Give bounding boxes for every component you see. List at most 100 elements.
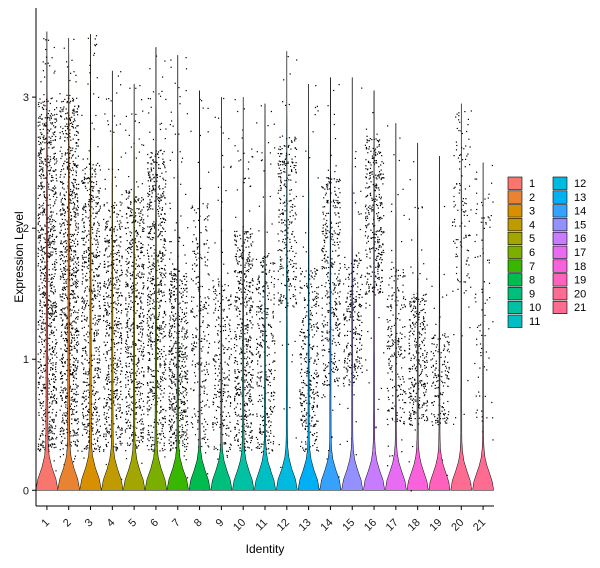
- point: [185, 411, 187, 413]
- point: [125, 450, 127, 452]
- point: [71, 423, 73, 425]
- point: [113, 259, 115, 261]
- point: [127, 356, 130, 358]
- point: [116, 239, 118, 241]
- point: [55, 193, 57, 195]
- point: [141, 325, 143, 328]
- point: [37, 265, 39, 267]
- point: [158, 329, 160, 331]
- point: [75, 222, 77, 224]
- point: [95, 183, 98, 185]
- point: [159, 207, 161, 209]
- point: [86, 251, 88, 253]
- point: [84, 426, 86, 428]
- point: [84, 185, 86, 187]
- point: [149, 238, 151, 240]
- point: [73, 38, 75, 40]
- point: [131, 222, 133, 224]
- point: [179, 302, 181, 304]
- point: [63, 47, 65, 49]
- point: [109, 210, 111, 212]
- point: [99, 359, 101, 361]
- point: [55, 169, 57, 171]
- point: [181, 429, 183, 431]
- point: [86, 286, 88, 288]
- point: [50, 287, 52, 290]
- point: [107, 265, 109, 267]
- point: [62, 100, 64, 102]
- point: [137, 255, 139, 258]
- point: [98, 265, 100, 267]
- point: [93, 382, 95, 384]
- point: [157, 348, 159, 350]
- point: [178, 431, 181, 433]
- point: [184, 446, 186, 448]
- point: [153, 244, 155, 247]
- point: [112, 249, 114, 251]
- point: [153, 288, 155, 290]
- point: [171, 306, 173, 308]
- point: [38, 438, 41, 440]
- point: [88, 150, 90, 152]
- point: [72, 380, 75, 382]
- point: [83, 256, 85, 258]
- point: [55, 199, 57, 201]
- point: [148, 405, 150, 407]
- point: [182, 434, 184, 436]
- point: [129, 437, 131, 439]
- point: [76, 327, 78, 329]
- point: [147, 215, 149, 217]
- point: [96, 411, 98, 413]
- point: [37, 218, 40, 220]
- point: [186, 429, 188, 431]
- point: [81, 180, 83, 182]
- point: [114, 202, 116, 204]
- point: [127, 326, 129, 328]
- point: [146, 314, 149, 316]
- point: [48, 382, 50, 384]
- point: [130, 376, 132, 378]
- point: [72, 376, 74, 378]
- point: [127, 197, 129, 199]
- point: [139, 297, 141, 299]
- point: [87, 342, 89, 344]
- point: [168, 334, 170, 336]
- point: [94, 443, 97, 445]
- point: [97, 241, 99, 243]
- point: [69, 132, 71, 134]
- point: [93, 305, 95, 307]
- point: [131, 335, 133, 337]
- point: [86, 320, 88, 322]
- point: [51, 401, 53, 403]
- point: [158, 386, 160, 389]
- point: [39, 117, 41, 119]
- point: [60, 157, 62, 160]
- point: [88, 411, 90, 413]
- point: [72, 357, 75, 359]
- point: [43, 94, 45, 96]
- point: [119, 284, 121, 286]
- point: [126, 442, 129, 444]
- point: [115, 415, 117, 417]
- point: [162, 162, 164, 165]
- point: [47, 356, 49, 358]
- point: [103, 433, 105, 435]
- point: [98, 209, 100, 211]
- point: [39, 237, 41, 239]
- point: [146, 236, 148, 238]
- point: [168, 385, 170, 387]
- point: [53, 157, 55, 159]
- point: [184, 402, 186, 404]
- point: [49, 283, 51, 285]
- point: [130, 358, 133, 360]
- point: [96, 373, 98, 375]
- point: [159, 364, 161, 366]
- point: [154, 200, 156, 202]
- point: [138, 350, 140, 353]
- point: [43, 38, 45, 40]
- point: [72, 174, 74, 176]
- point: [75, 229, 77, 231]
- point: [40, 229, 42, 231]
- point: [182, 354, 184, 356]
- point: [142, 293, 144, 295]
